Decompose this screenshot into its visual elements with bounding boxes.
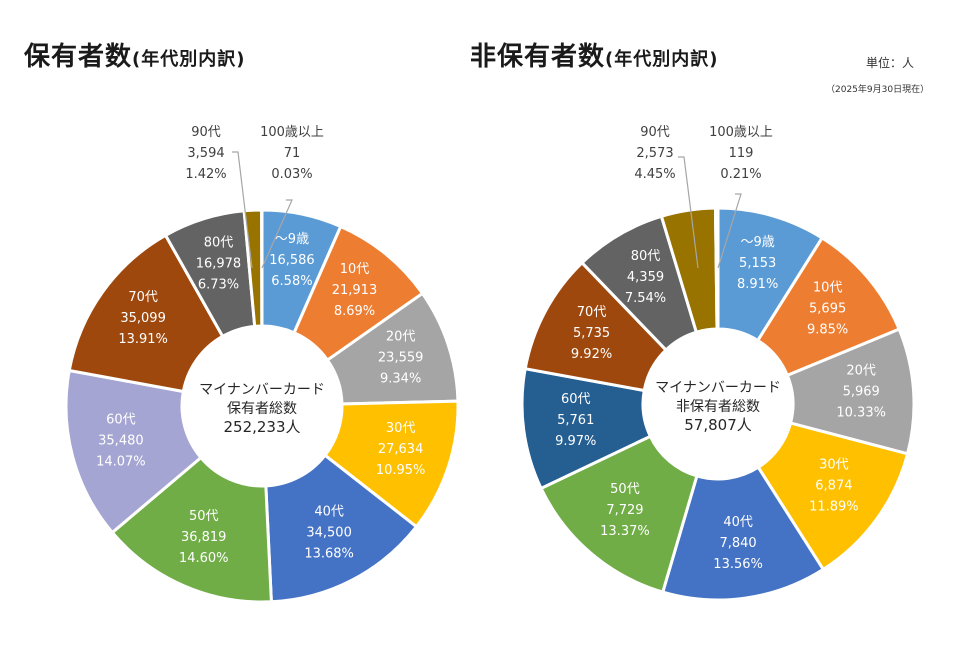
slice-percent-label: 9.34% (380, 371, 421, 386)
slice-value-label: 7,840 (719, 536, 756, 551)
slice-percent-label: 10.95% (376, 463, 426, 478)
slice-category-label: 100歳以上 (260, 125, 324, 140)
slice-category-label: 30代 (819, 458, 849, 473)
slice-value-label: 36,819 (181, 530, 227, 545)
slice-percent-label: 8.91% (737, 277, 778, 292)
slice-percent-label: 13.91% (118, 332, 168, 347)
slice-5 (110, 455, 273, 604)
slice-value-label: 4,359 (627, 270, 664, 285)
slice-value-label: 16,978 (196, 257, 242, 272)
slice-category-label: 20代 (846, 363, 876, 378)
slice-category-label: 70代 (128, 290, 158, 305)
slice-percent-label: 13.37% (600, 524, 650, 539)
slice-category-label: 90代 (640, 125, 670, 140)
slice-value-label: 35,099 (120, 311, 166, 326)
holders-title: 保有者数(年代別内訳) (24, 36, 245, 73)
slice-3 (756, 421, 910, 572)
slice-percent-label: 9.97% (555, 434, 596, 449)
unit-label: 単位：人 (866, 56, 915, 70)
leader-line-10 (261, 199, 293, 269)
slice-value-label: 2,573 (636, 146, 673, 161)
center-text-2: 57,807人 (684, 416, 752, 434)
slice-value-label: 5,761 (557, 413, 594, 428)
slice-category-label: 30代 (386, 421, 416, 436)
slice-category-label: 20代 (386, 329, 416, 344)
slice-value-label: 5,153 (739, 256, 776, 271)
slice-category-label: 70代 (577, 305, 607, 320)
slice-category-label: 90代 (191, 125, 221, 140)
slice-percent-label: 14.60% (179, 551, 229, 566)
slice-value-label: 5,969 (843, 384, 880, 399)
center-text-0: マイナンバーカード (199, 382, 325, 398)
slice-category-label: 80代 (204, 236, 234, 251)
slice-category-label: 60代 (561, 392, 591, 407)
slice-value-label: 3,594 (187, 146, 224, 161)
slice-category-label: 40代 (723, 515, 753, 530)
slice-percent-label: 14.07% (96, 454, 146, 469)
slice-category-label: 50代 (189, 509, 219, 524)
as-of-date: （2025年9月30日現在） (826, 85, 930, 95)
slice-value-label: 34,500 (306, 526, 352, 541)
non-holders-title-main: 非保有者数 (470, 42, 606, 72)
slice-percent-label: 11.89% (809, 500, 859, 515)
slice-percent-label: 8.69% (334, 304, 375, 319)
leader-line-9 (678, 156, 699, 269)
slice-percent-label: 10.33% (836, 405, 886, 420)
non-holders-title-suffix: (年代別内訳) (605, 49, 719, 70)
leader-line-10 (717, 193, 742, 269)
slice-value-label: 16,586 (269, 253, 315, 268)
slice-percent-label: 9.85% (807, 322, 848, 337)
slice-value-label: 119 (729, 146, 754, 161)
slice-value-label: 6,874 (815, 479, 852, 494)
donut-chart-non-holders: ～9歳 5,153 8.91% 10代 5,695 9.85% 20代 5,969 10.33%… (520, 125, 916, 602)
slice-percent-label: 13.68% (304, 547, 354, 562)
slice-percent-label: 0.21% (720, 167, 761, 182)
slice-category-label: 60代 (106, 412, 136, 427)
slice-5 (539, 434, 699, 594)
center-text-2: 252,233人 (223, 418, 300, 436)
slice-category-label: ～9歳 (741, 235, 775, 250)
slice-4 (264, 453, 419, 604)
slice-percent-label: 13.56% (713, 557, 763, 572)
slice-7 (67, 233, 225, 394)
center-text-0: マイナンバーカード (655, 380, 781, 396)
slice-percent-label: 6.58% (271, 274, 312, 289)
slice-4 (660, 465, 826, 602)
slice-6 (64, 368, 204, 535)
center-text-1: 保有者総数 (227, 401, 297, 417)
non-holders-title: 非保有者数(年代別内訳) (470, 36, 718, 73)
slice-value-label: 23,559 (378, 350, 424, 365)
slice-value-label: 35,480 (98, 433, 144, 448)
center-text-1: 非保有者総数 (676, 399, 760, 415)
holders-title-suffix: (年代別内訳) (132, 49, 246, 70)
slice-percent-label: 6.73% (198, 278, 239, 293)
slice-value-label: 7,729 (606, 503, 643, 518)
holders-title-main: 保有者数 (24, 42, 133, 72)
donut-chart-holders: ～9歳 16,586 6.58% 10代 21,913 8.69% 20代 23,559 9.3… (64, 125, 460, 604)
slice-percent-label: 0.03% (271, 167, 312, 182)
leader-line-9 (232, 151, 253, 269)
slice-value-label: 5,695 (809, 301, 846, 316)
slice-value-label: 71 (284, 146, 301, 161)
slice-percent-label: 1.42% (185, 167, 226, 182)
slice-category-label: 50代 (610, 482, 640, 497)
slice-category-label: 40代 (314, 505, 344, 520)
slice-value-label: 5,735 (573, 326, 610, 341)
slice-category-label: 100歳以上 (709, 125, 773, 140)
slice-category-label: ～9歳 (275, 232, 309, 247)
slice-value-label: 21,913 (332, 283, 378, 298)
slice-10 (713, 206, 720, 331)
slice-category-label: 80代 (631, 249, 661, 264)
slice-percent-label: 4.45% (634, 167, 675, 182)
slice-category-label: 10代 (813, 280, 843, 295)
slice-percent-label: 9.92% (571, 347, 612, 362)
slice-category-label: 10代 (340, 262, 370, 277)
slice-value-label: 27,634 (378, 442, 424, 457)
slice-percent-label: 7.54% (625, 291, 666, 306)
